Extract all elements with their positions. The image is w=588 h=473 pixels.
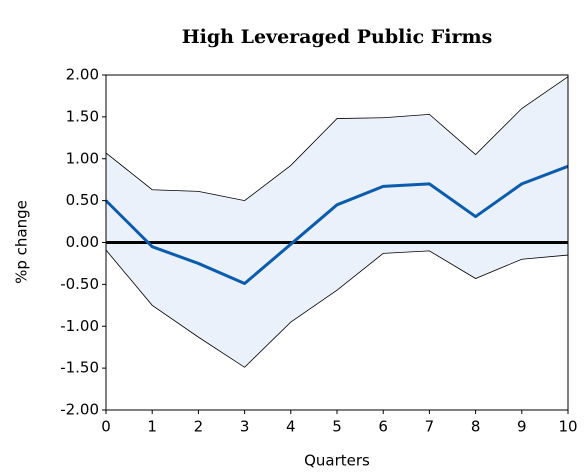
x-tick-label: 7 xyxy=(425,418,435,436)
confidence-band xyxy=(106,76,568,368)
y-tick-label: -1.50 xyxy=(60,359,99,377)
y-tick-label: -1.00 xyxy=(60,317,99,335)
y-tick-label: -2.00 xyxy=(60,401,99,419)
x-tick-label: 3 xyxy=(240,418,250,436)
x-tick-label: 5 xyxy=(332,418,342,436)
chart-title: High Leveraged Public Firms xyxy=(182,26,493,48)
x-axis-label: Quarters xyxy=(304,452,370,470)
y-tick-label: 1.50 xyxy=(66,107,99,125)
y-tick-label: 0.50 xyxy=(66,191,99,209)
x-tick-label: 4 xyxy=(286,418,296,436)
x-tick-label: 0 xyxy=(101,418,111,436)
x-tick-label: 2 xyxy=(194,418,204,436)
x-tick-label: 1 xyxy=(147,418,157,436)
x-tick-label: 8 xyxy=(471,418,481,436)
y-axis-label: %p change xyxy=(13,200,31,284)
band-upper xyxy=(105,76,569,202)
band-lower xyxy=(105,249,569,368)
y-tick-label: -0.50 xyxy=(60,275,99,293)
x-tick-label: 6 xyxy=(378,418,388,436)
series-line xyxy=(104,164,569,286)
x-tick-label: 9 xyxy=(517,418,527,436)
x-tick-label: 10 xyxy=(558,418,577,436)
y-tick-label: 0.00 xyxy=(66,233,99,251)
y-tick-label: 2.00 xyxy=(66,66,99,84)
y-tick-label: 1.00 xyxy=(66,149,99,167)
